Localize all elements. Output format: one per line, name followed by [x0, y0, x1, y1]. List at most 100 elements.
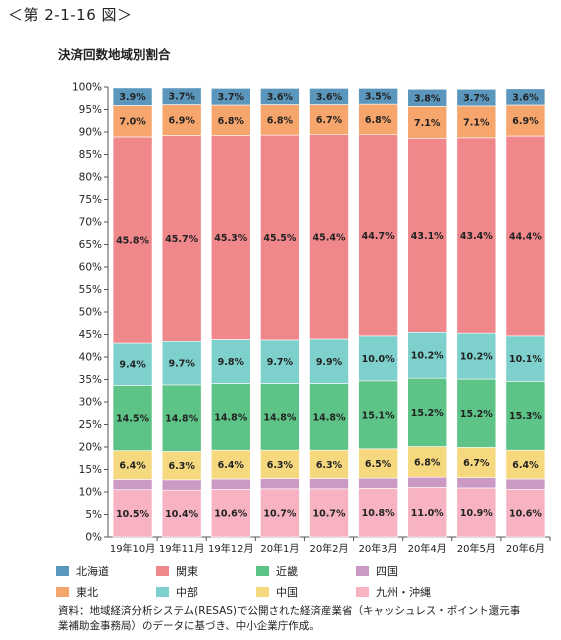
bar-segment	[505, 488, 546, 538]
bar-segment	[407, 446, 448, 478]
legend-item: 九州・沖縄	[356, 584, 476, 600]
data-label: 3.8%	[414, 93, 441, 104]
y-tick-label: 50%	[79, 307, 102, 319]
bar-segment	[260, 339, 300, 384]
legend-item: 東北	[56, 584, 156, 600]
legend-item: 四国	[356, 563, 476, 579]
chart-legend: 北海道 関東 近畿 四国 東北 中部 中国 九州・沖縄	[56, 563, 476, 600]
data-label: 14.8%	[214, 412, 247, 423]
chart-title: 決済回数地域別割合	[58, 47, 171, 62]
y-tick-label: 30%	[79, 397, 102, 409]
bar-segment	[407, 476, 448, 488]
y-tick-label: 100%	[72, 82, 102, 94]
legend-label: 近畿	[276, 565, 298, 578]
data-label: 6.8%	[218, 116, 245, 127]
legend-label: 九州・沖縄	[376, 586, 431, 599]
legend-swatch	[156, 566, 169, 576]
y-tick-label: 80%	[79, 172, 102, 184]
bar-segment	[309, 449, 349, 479]
bar-segment	[505, 104, 546, 137]
data-label: 6.8%	[365, 115, 392, 126]
data-label: 44.7%	[362, 231, 395, 242]
data-label: 7.1%	[463, 117, 490, 128]
bar-segment	[260, 488, 300, 538]
bar-segment	[309, 88, 349, 105]
bar-segment	[210, 135, 251, 340]
data-label: 7.1%	[414, 118, 441, 129]
bar-segment	[407, 377, 448, 447]
data-label: 6.9%	[168, 116, 195, 127]
legend-swatch	[56, 566, 69, 576]
data-label: 6.8%	[267, 115, 294, 126]
x-tick-label: 20年4月	[408, 542, 447, 555]
data-label: 15.2%	[460, 409, 493, 420]
y-tick-label: 45%	[79, 329, 102, 341]
bar-segment	[260, 383, 300, 451]
data-label: 6.4%	[218, 460, 245, 471]
legend-swatch	[256, 566, 269, 576]
data-label: 10.6%	[214, 509, 247, 520]
bar-segment	[260, 88, 300, 105]
y-tick-label: 10%	[79, 487, 102, 499]
bar-segment	[456, 105, 497, 139]
data-label: 14.8%	[165, 414, 198, 425]
data-label: 14.8%	[313, 412, 346, 423]
x-tick-label: 20年1月	[260, 542, 299, 555]
stacked-bar-chart: 0% 5% 10% 15% 20% 25% 30% 35% 40% 45% 50% 55% 60% 65%…	[72, 82, 551, 555]
data-label: 45.3%	[214, 233, 247, 244]
data-label: 3.7%	[218, 92, 245, 103]
data-label: 15.2%	[411, 408, 444, 419]
legend-item: 北海道	[56, 563, 156, 579]
legend-label: 中国	[276, 586, 298, 599]
bar-segment	[161, 135, 202, 342]
legend-swatch	[356, 587, 369, 597]
data-label: 7.0%	[119, 117, 146, 128]
bar-segment	[505, 380, 546, 451]
y-tick-label: 20%	[79, 442, 102, 454]
bar-segment	[161, 384, 202, 452]
bar-segment	[505, 449, 546, 480]
data-label: 6.7%	[316, 115, 343, 126]
bar-segment	[161, 340, 202, 386]
y-tick-label: 85%	[79, 149, 102, 161]
bar-segment	[112, 136, 153, 344]
bar-segment	[407, 487, 448, 538]
bar-segment	[161, 87, 202, 105]
bar-segment	[112, 489, 153, 538]
bar-segment	[456, 88, 497, 107]
data-label: 10.7%	[263, 508, 296, 519]
y-tick-label: 55%	[79, 284, 102, 296]
data-label: 10.5%	[116, 509, 149, 520]
data-label: 10.6%	[509, 509, 542, 520]
bar-segment	[309, 383, 349, 451]
data-label: 3.6%	[512, 92, 539, 103]
legend-item: 関東	[156, 563, 256, 579]
data-label: 9.7%	[267, 357, 294, 368]
data-label: 6.8%	[414, 457, 441, 468]
legend-item: 中国	[256, 584, 356, 600]
data-label: 6.7%	[463, 458, 490, 469]
y-tick-label: 25%	[79, 419, 102, 431]
bar-segment	[309, 488, 349, 538]
data-label: 15.1%	[362, 410, 395, 421]
bar-segment	[358, 335, 398, 382]
figure-label: ＜第 2-1-16 図＞	[8, 6, 133, 24]
data-label: 10.1%	[509, 354, 542, 365]
x-tick-label: 20年5月	[457, 542, 496, 555]
x-tick-label: 19年11月	[159, 542, 204, 555]
data-label: 10.2%	[411, 351, 444, 362]
bar-segment	[112, 87, 153, 106]
legend-label: 四国	[376, 565, 398, 578]
data-label: 43.4%	[460, 231, 493, 242]
y-tick-label: 0%	[85, 532, 102, 544]
x-tick-label: 20年6月	[506, 542, 545, 555]
legend-label: 北海道	[76, 565, 109, 578]
bar-segment	[309, 104, 349, 136]
bar-segment	[260, 449, 300, 479]
bar-segment	[260, 134, 300, 341]
bar-segment	[505, 335, 546, 382]
legend-swatch	[156, 587, 169, 597]
data-label: 3.7%	[168, 92, 195, 103]
bar-segment	[112, 342, 153, 386]
legend-item: 近畿	[256, 563, 356, 579]
